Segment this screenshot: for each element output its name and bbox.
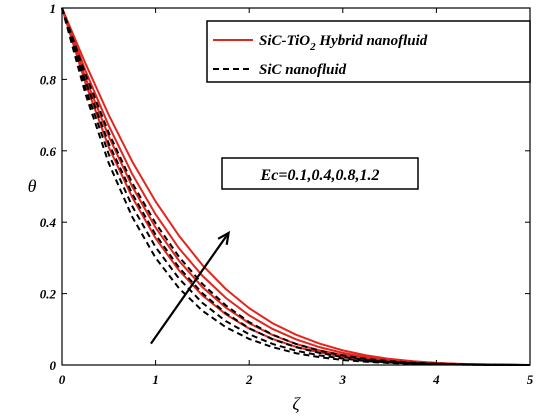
ec-annotation-box <box>221 157 419 190</box>
ec-arrow-shaft <box>150 232 230 345</box>
y-tick-label: 0.4 <box>40 215 57 230</box>
x-tick-label: 1 <box>152 372 159 387</box>
y-tick-label: 0.8 <box>40 72 57 87</box>
ec-annotation-label: Ec=0.1,0.4,0.8,1.2 <box>260 167 380 184</box>
x-tick-label: 3 <box>339 372 347 387</box>
x-axis-ticks: 0 1 2 3 4 5 <box>59 8 534 387</box>
ec-annotation: Ec=0.1,0.4,0.8,1.2 <box>221 157 419 190</box>
x-tick-label: 4 <box>432 372 440 387</box>
series-layer <box>61 7 531 366</box>
y-tick-label: 0.6 <box>40 144 57 159</box>
y-axis-label: θ <box>28 176 37 196</box>
y-tick-label: 0.2 <box>40 287 57 302</box>
series-line-mono-ec-0.8 <box>61 7 531 366</box>
legend: SiC-TiO2 Hybrid nanofluid SiC nanofluid <box>206 20 531 83</box>
ec-arrow <box>150 230 231 345</box>
x-tick-label: 0 <box>59 372 66 387</box>
series-line-mono-ec-0.1 <box>61 7 531 366</box>
x-tick-label: 5 <box>527 372 534 387</box>
legend-label-mono: SiC nanofluid <box>259 62 347 78</box>
y-tick-label: 0 <box>50 358 57 373</box>
legend-box <box>206 20 531 83</box>
y-tick-label: 1 <box>50 1 57 16</box>
ec-arrow-head <box>217 230 231 245</box>
x-tick-label: 2 <box>245 372 253 387</box>
x-axis-label: ζ <box>292 394 301 414</box>
series-line-mono-ec-1.2 <box>61 7 531 366</box>
y-axis-ticks: 0 0.2 0.4 0.6 0.8 1 <box>40 1 530 373</box>
legend-label-hybrid: SiC-TiO2 Hybrid nanofluid <box>259 33 428 53</box>
